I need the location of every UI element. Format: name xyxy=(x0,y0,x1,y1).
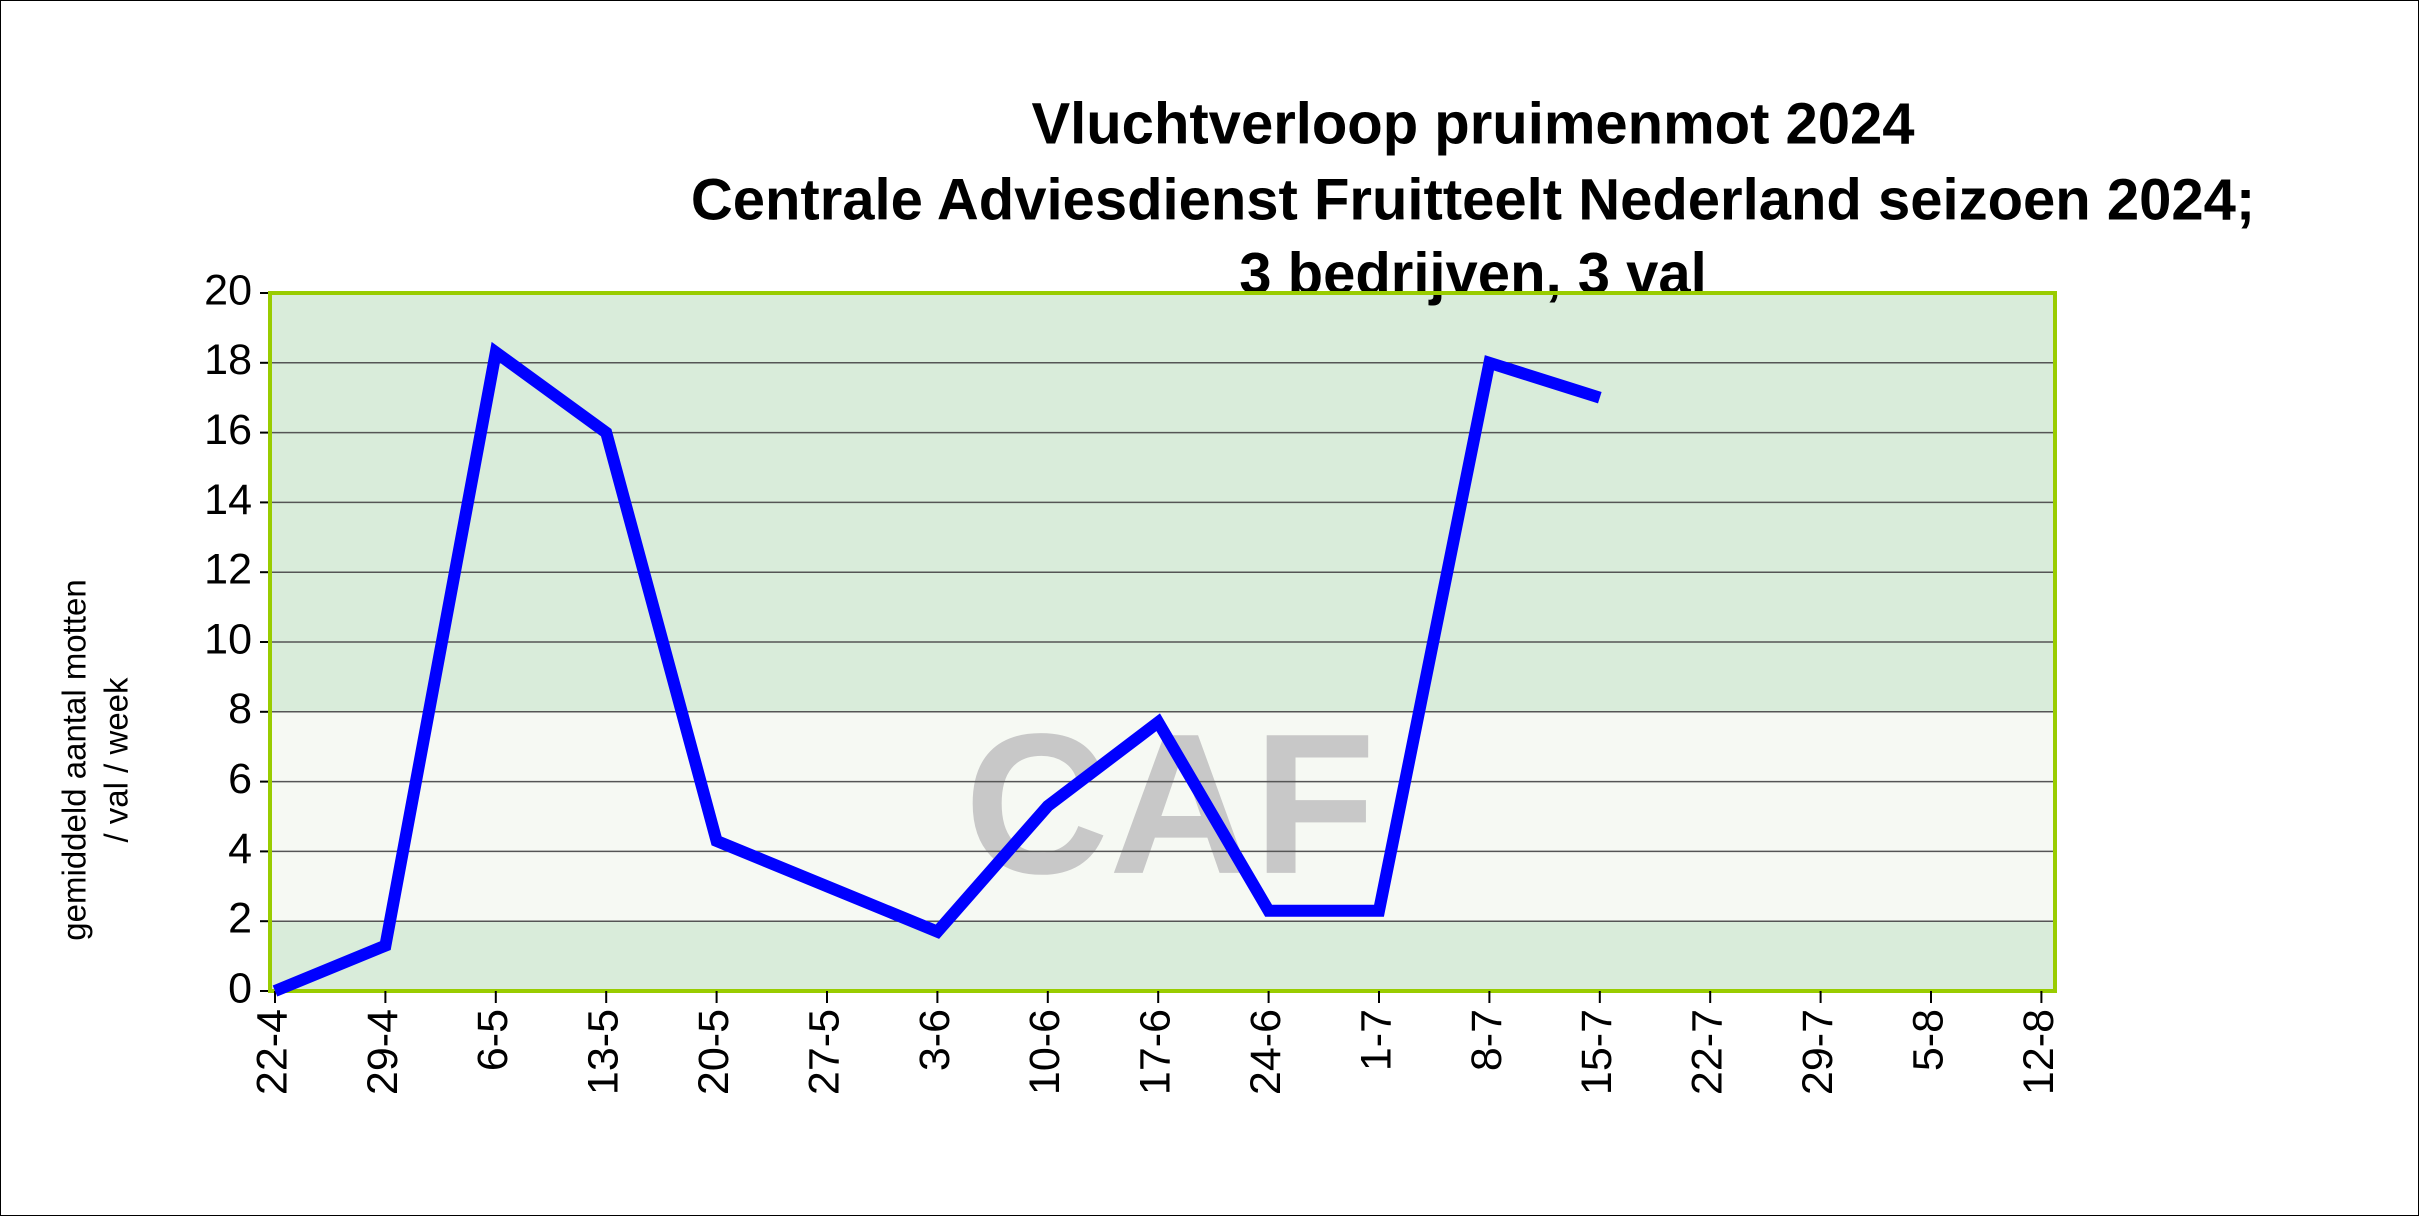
x-tick-label: 29-4 xyxy=(359,1009,407,1095)
x-tick-label: 27-5 xyxy=(800,1009,848,1095)
chart-title: Vluchtverloop pruimenmot 2024 xyxy=(1031,91,1914,156)
y-tick-label: 6 xyxy=(228,755,252,803)
x-tick-label: 15-7 xyxy=(1573,1009,1621,1095)
x-tick-label: 24-6 xyxy=(1242,1009,1290,1095)
y-tick-label: 2 xyxy=(228,895,252,943)
y-tick-label: 20 xyxy=(204,266,252,314)
y-tick-label: 8 xyxy=(228,685,252,733)
x-tick-label: 5-8 xyxy=(1904,1009,1952,1071)
y-axis-label: gemiddeld aantal motten xyxy=(56,579,93,940)
plot-band xyxy=(270,711,2055,922)
x-tick-label: 12-8 xyxy=(2015,1009,2063,1095)
x-tick-label: 13-5 xyxy=(580,1009,628,1095)
y-axis-label: / val / week xyxy=(98,677,135,843)
x-tick-label: 22-4 xyxy=(248,1009,296,1095)
x-tick-label: 29-7 xyxy=(1794,1009,1842,1095)
watermark: CAF xyxy=(964,693,1375,916)
y-tick-label: 16 xyxy=(204,406,252,454)
y-tick-label: 10 xyxy=(204,615,252,663)
x-tick-label: 3-6 xyxy=(911,1009,959,1071)
y-tick-label: 12 xyxy=(204,546,252,594)
x-tick-label: 8-7 xyxy=(1463,1009,1511,1071)
data-line xyxy=(272,341,1602,997)
x-tick-label: 10-6 xyxy=(1021,1009,1069,1095)
x-tick-label: 17-6 xyxy=(1132,1009,1180,1095)
x-tick-label: 6-5 xyxy=(469,1009,517,1071)
y-tick-label: 0 xyxy=(228,964,252,1012)
y-tick-label: 4 xyxy=(228,825,252,873)
y-tick-label: 14 xyxy=(204,476,252,524)
x-tick-label: 20-5 xyxy=(690,1009,738,1095)
chart-title: 3 bedrijven, 3 val xyxy=(1239,241,1706,306)
y-tick-label: 18 xyxy=(204,336,252,384)
plot-border xyxy=(268,291,2057,993)
x-tick-label: 1-7 xyxy=(1352,1009,1400,1071)
x-tick-label: 22-7 xyxy=(1684,1009,1732,1095)
chart-title: Centrale Adviesdienst Fruitteelt Nederla… xyxy=(691,167,2255,232)
